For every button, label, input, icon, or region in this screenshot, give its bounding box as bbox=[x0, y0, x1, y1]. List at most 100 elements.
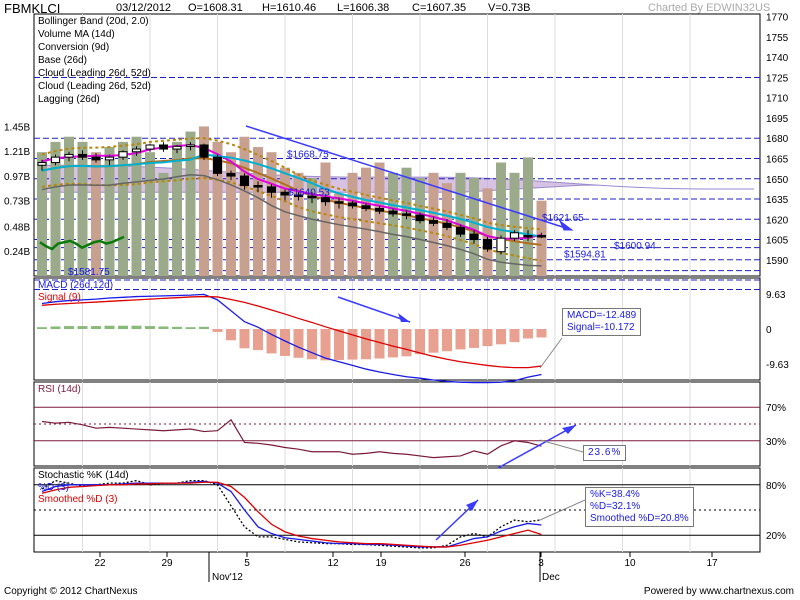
macd-arrow-head bbox=[398, 313, 410, 322]
candle-body bbox=[226, 172, 236, 177]
macd-callout-signal: Signal=-10.172 bbox=[567, 322, 635, 333]
candle-body bbox=[64, 153, 74, 158]
powered-label: Powered by www.chartnexus.com bbox=[643, 586, 794, 597]
volume-bar bbox=[293, 172, 304, 276]
macd-callout: MACD=-12.489 Signal=-10.172 bbox=[562, 308, 642, 336]
macd-histogram-bar bbox=[361, 329, 371, 360]
candle-body bbox=[105, 156, 114, 161]
volume-ma-line bbox=[41, 173, 542, 267]
x-tick-label: 29 bbox=[161, 558, 173, 569]
macd-title: MACD (26d,12d) bbox=[38, 280, 114, 291]
rsi-tick-label: 30% bbox=[766, 437, 786, 448]
x-month-label: Nov'12 bbox=[212, 572, 243, 583]
stoch-d-line bbox=[41, 480, 542, 548]
candle-body bbox=[442, 222, 452, 228]
candle-body bbox=[348, 202, 357, 207]
macd-histogram-bar bbox=[347, 329, 358, 360]
legend-conversion: Conversion (9d) bbox=[38, 42, 110, 53]
macd-histogram-bar bbox=[536, 329, 547, 338]
x-tick-label: 12 bbox=[327, 558, 339, 569]
volume-bar bbox=[239, 136, 250, 276]
volume-bar bbox=[347, 172, 358, 276]
volume-bar bbox=[50, 141, 61, 276]
legend-cloud-b: Cloud (Leading 26d, 52d) bbox=[38, 81, 151, 92]
candle-body bbox=[510, 232, 519, 239]
macd-histogram-bar bbox=[523, 329, 533, 339]
legend-lagging: Lagging (26d) bbox=[38, 94, 100, 105]
candle-body bbox=[483, 239, 492, 250]
candle-body bbox=[334, 201, 344, 204]
volume-bar bbox=[37, 152, 47, 276]
candle-body bbox=[91, 156, 101, 161]
stoch-smoothed-label: Smoothed %D (3) bbox=[38, 494, 118, 505]
price-tick-label: 1620 bbox=[766, 215, 789, 226]
macd-histogram-bar bbox=[334, 329, 344, 360]
candle-body bbox=[118, 151, 128, 158]
volume-tick-label: 1.45B bbox=[4, 122, 30, 133]
x-tick-label: 19 bbox=[375, 558, 387, 569]
macd-histogram-bar bbox=[388, 329, 398, 358]
volume-bar bbox=[145, 152, 155, 276]
macd-tick-label: 9.63 bbox=[766, 290, 786, 301]
price-tick-label: 1665 bbox=[766, 155, 789, 166]
trend-arrow-line bbox=[245, 125, 573, 231]
macd-histogram-bar bbox=[293, 329, 304, 358]
rsi-title: RSI (14d) bbox=[38, 384, 81, 395]
volume-bar bbox=[388, 172, 398, 276]
candle-body bbox=[456, 226, 465, 235]
price-annotation: $1594.81 bbox=[564, 249, 606, 260]
price-annotation: $1600.94 bbox=[614, 241, 656, 252]
volume-bar bbox=[104, 147, 115, 276]
volume-bar bbox=[374, 162, 385, 276]
candle-body bbox=[469, 233, 479, 241]
x-tick-label: 26 bbox=[459, 558, 471, 569]
price-annotation: $1668.75 bbox=[287, 149, 329, 160]
macd-histogram-bar bbox=[172, 326, 182, 329]
macd-histogram-bar bbox=[307, 329, 317, 360]
volume-bar bbox=[482, 188, 493, 276]
volume-tick-label: 1.21B bbox=[4, 147, 30, 158]
volume-bar bbox=[253, 147, 263, 276]
stoch-tick-label: 80% bbox=[766, 481, 786, 492]
candle-body bbox=[253, 185, 263, 188]
macd-histogram-bar bbox=[509, 329, 520, 343]
macd-histogram-bar bbox=[77, 326, 88, 329]
stoch-arrow-head bbox=[466, 500, 478, 511]
candle-body bbox=[388, 210, 398, 215]
trend-arrow-head bbox=[558, 219, 574, 231]
volume-bar bbox=[158, 172, 169, 276]
macd-histogram-bar bbox=[415, 329, 425, 355]
price-tick-label: 1605 bbox=[766, 236, 789, 247]
candle-body bbox=[375, 207, 384, 212]
volume-tick-label: 0.48B bbox=[4, 222, 30, 233]
base-line bbox=[41, 153, 542, 238]
stoch-callout-k: %K=38.4% bbox=[590, 489, 640, 500]
legend-cloud-a: Cloud (Leading 26d, 52d) bbox=[38, 68, 151, 79]
candle-body bbox=[159, 144, 168, 150]
volume-tick-label: 0.73B bbox=[4, 197, 30, 208]
macd-histogram-bar bbox=[104, 325, 115, 329]
price-tick-label: 1740 bbox=[766, 53, 789, 64]
x-tick-label: 3 bbox=[538, 558, 544, 569]
macd-histogram-bar bbox=[428, 329, 439, 353]
volume-bar bbox=[334, 193, 344, 276]
candle-body bbox=[240, 175, 249, 187]
volume-tick-label: 0.24B bbox=[4, 247, 30, 258]
volume-bar bbox=[131, 136, 142, 276]
volume-tick-label: 0.97B bbox=[4, 172, 30, 183]
volume-bar bbox=[91, 152, 101, 276]
price-tick-label: 1590 bbox=[766, 256, 789, 267]
price-tick-label: 1710 bbox=[766, 94, 789, 105]
rsi-line bbox=[41, 418, 542, 459]
legend-bollinger: Bollinger Band (20d, 2.0) bbox=[38, 16, 149, 27]
volume-bar bbox=[118, 141, 128, 276]
macd-histogram-bar bbox=[401, 329, 412, 357]
volume-bar bbox=[496, 162, 506, 276]
legend-volume-ma: Volume MA (14d) bbox=[38, 29, 115, 40]
macd-histogram-bar bbox=[118, 325, 128, 329]
macd-histogram-bar bbox=[442, 329, 452, 352]
volume-bar bbox=[266, 152, 277, 276]
candle-body bbox=[186, 144, 195, 147]
date-label: 03/12/2012 bbox=[116, 2, 172, 14]
